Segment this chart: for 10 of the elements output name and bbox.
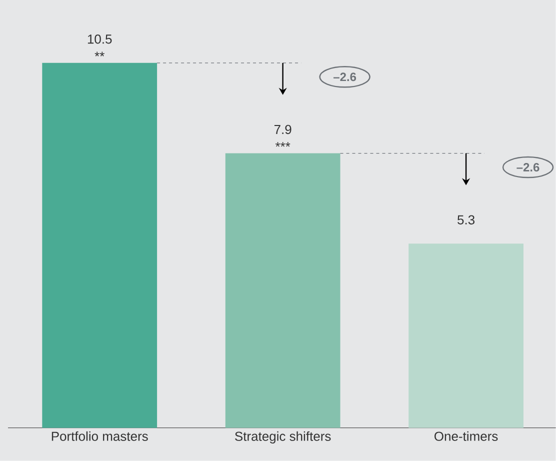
data-label: 7.9 — [274, 124, 292, 134]
x-tick-label: One-timers — [434, 431, 498, 441]
annotation: ** — [94, 52, 104, 56]
annotation: –2.6 — [333, 72, 356, 82]
annotation: *** — [275, 142, 290, 147]
data-label: 10.5 — [88, 34, 112, 44]
x-tick-label: Strategic shifters — [235, 431, 331, 444]
annotation: –2.6 — [516, 163, 540, 172]
x-tick-label: Portfolio masters — [52, 431, 148, 441]
data-label: 5.3 — [458, 215, 474, 225]
